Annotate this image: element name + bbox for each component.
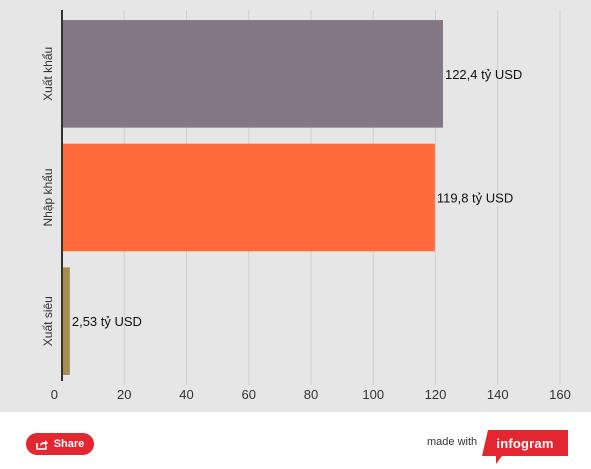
infogram-logo[interactable]: infogram <box>482 430 568 464</box>
category-label: Xuất siêu <box>41 296 55 346</box>
x-tick-label: 80 <box>304 387 318 402</box>
infogram-logo-shape <box>482 430 568 464</box>
made-with-label: made with <box>427 436 478 448</box>
data-label: 119,8 tỷ USD <box>437 191 513 206</box>
category-label: Nhập khẩu <box>41 168 55 226</box>
data-label: 2,53 tỷ USD <box>72 314 142 329</box>
bar-chart: 0 20 40 60 80 100 120 140 160 122,4 tỷ USD Xuất kh… <box>41 10 571 402</box>
x-tick-label: 20 <box>117 387 131 402</box>
share-label: Share <box>53 438 85 450</box>
share-button[interactable]: Share <box>26 433 94 455</box>
bar[interactable] <box>62 143 435 252</box>
x-tick-label: 140 <box>487 387 509 402</box>
data-label: 122,4 tỷ USD <box>445 67 522 82</box>
x-tick-label: 60 <box>242 387 256 402</box>
x-tick-label: 40 <box>179 387 193 402</box>
x-tick-label: 100 <box>362 387 384 402</box>
x-tick-label: 160 <box>549 387 571 402</box>
bar[interactable] <box>62 20 443 128</box>
x-tick-label: 120 <box>425 387 447 402</box>
share-icon <box>35 439 48 450</box>
bar[interactable] <box>62 267 70 375</box>
category-label: Xuất khẩu <box>41 47 55 101</box>
x-tick-label: 0 <box>51 387 58 402</box>
chart-area: 0 20 40 60 80 100 120 140 160 122,4 tỷ USD Xuất kh… <box>0 0 591 412</box>
infogram-brand-label: infogram <box>496 435 554 451</box>
footer: Share made with infogram <box>0 412 591 469</box>
